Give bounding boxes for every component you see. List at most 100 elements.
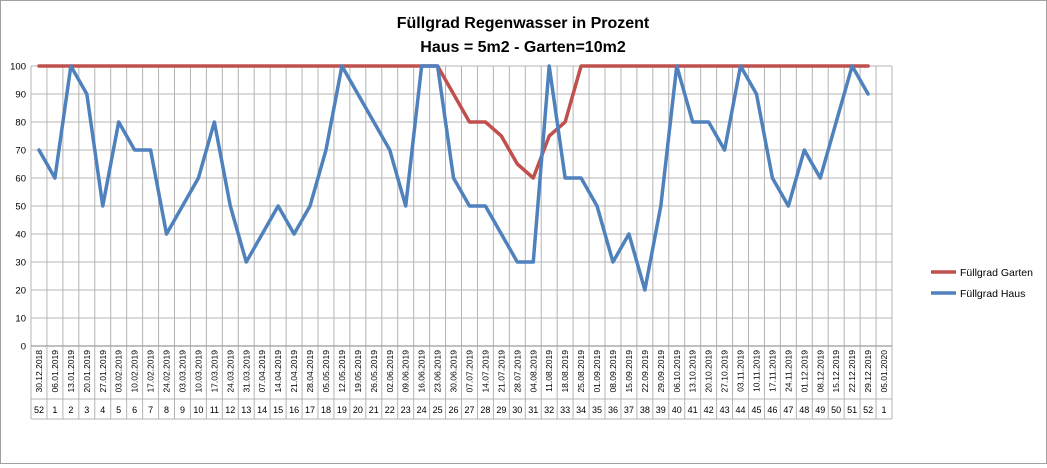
x-tick-label-week: 48 [799,405,809,415]
x-tick-label-date: 22.12.2019 [847,350,857,393]
chart-title: Füllgrad Regenwasser in Prozent [397,15,650,32]
x-tick-label-week: 27 [464,405,474,415]
x-tick-label-week: 45 [751,405,761,415]
x-tick-label-date: 25.08.2019 [576,350,586,393]
x-tick-label-date: 30.06.2019 [449,350,459,393]
x-tick-label-date: 20.10.2019 [704,350,714,393]
x-tick-label-date: 15.09.2019 [624,350,634,393]
y-tick-label: 30 [15,258,26,269]
x-tick-label-date: 03.03.2019 [177,350,187,393]
x-tick-label-date: 23.06.2019 [433,350,443,393]
x-tick-label-week: 20 [353,405,363,415]
x-tick-label-week: 42 [704,405,714,415]
x-tick-label-week: 36 [608,405,618,415]
chart-subtitle: Haus = 5m2 - Garten=10m2 [420,39,626,56]
x-tick-label-date: 12.05.2019 [337,350,347,393]
x-tick-label-week: 38 [640,405,650,415]
x-tick-label-date: 13.10.2019 [688,350,698,393]
x-tick-label-date: 29.12.2019 [863,350,873,393]
y-tick-label: 90 [15,90,26,101]
x-tick-label-week: 19 [337,405,347,415]
legend: Füllgrad Garten Füllgrad Haus [931,267,1033,300]
x-tick-label-week: 41 [688,405,698,415]
x-tick-label-week: 52 [34,405,44,415]
x-tick-label-date: 24.11.2019 [783,350,793,392]
x-tick-label-date: 07.07.2019 [464,350,474,393]
x-tick-label-date: 04.08.2019 [528,350,538,393]
x-tick-label-date: 09.06.2019 [401,350,411,393]
x-tick-label-week: 47 [783,405,793,415]
x-tick-label-week: 15 [273,405,283,415]
x-tick-label-week: 23 [401,405,411,415]
x-tick-label-week: 3 [84,405,89,415]
x-tick-label-week: 37 [624,405,634,415]
x-tick-label-week: 9 [180,405,185,415]
x-tick-label-week: 10 [193,405,203,415]
legend-label-garten: Füllgrad Garten [960,267,1033,279]
x-tick-label-week: 31 [528,405,538,415]
x-tick-label-date: 05.01.2020 [879,350,889,393]
x-tick-label-date: 08.09.2019 [608,350,618,393]
x-tick-label-week: 17 [305,405,315,415]
x-tick-label-week: 33 [560,405,570,415]
x-tick-label-week: 18 [321,405,331,415]
y-tick-label: 40 [15,230,26,241]
x-tick-label-week: 26 [449,405,459,415]
x-tick-label-date: 08.12.2019 [815,350,825,393]
x-tick-label-date: 27.10.2019 [720,350,730,393]
x-tick-label-week: 32 [544,405,554,415]
y-tick-label: 20 [15,286,26,297]
y-tick-label: 80 [15,118,26,129]
x-tick-label-week: 28 [480,405,490,415]
x-tick-label-week: 49 [815,405,825,415]
x-tick-label-date: 03.02.2019 [114,350,124,393]
x-tick-label-date: 20.01.2019 [82,350,92,393]
x-tick-label-date: 17.11.2019 [767,350,777,392]
x-tick-label-week: 44 [736,405,746,415]
series-line-fuellgrad-garten [37,64,870,180]
x-tick-label-date: 22.09.2019 [640,350,650,393]
x-tick-label-date: 31.03.2019 [241,350,251,393]
x-tick-label-week: 11 [210,405,219,415]
plot-area: 0 10 20 30 40 50 60 70 80 90 100 30.12.2018 06.01.20… [10,62,893,420]
y-tick-label: 10 [15,314,26,325]
x-tick-label-date: 10.11.2019 [751,350,761,392]
x-tick-label-week: 30 [512,405,522,415]
x-tick-label-week: 52 [863,405,873,415]
x-tick-label-week: 14 [257,405,267,415]
x-tick-label-week: 1 [52,405,57,415]
x-tick-label-date: 07.04.2019 [257,350,267,393]
x-tick-label-date: 02.06.2019 [385,350,395,393]
x-tick-label-date: 05.05.2019 [321,350,331,393]
x-tick-label-date: 03.11.2019 [736,350,746,392]
x-tick-label-date: 21.07.2019 [496,350,506,393]
x-tick-label-date: 19.05.2019 [353,350,363,393]
series-line-fuellgrad-haus [37,64,870,292]
x-tick-label-date: 10.03.2019 [193,350,203,393]
x-tick-label-date: 21.04.2019 [289,350,299,393]
x-tick-label-week: 5 [116,405,121,415]
x-tick-label-date: 18.08.2019 [560,350,570,393]
x-tick-label-week: 50 [831,405,841,415]
x-tick-label-week: 40 [672,405,682,415]
x-tick-label-week: 43 [720,405,730,415]
y-tick-label: 100 [10,62,26,73]
x-tick-label-date: 06.01.2019 [50,350,60,393]
y-tick-label: 60 [15,174,26,185]
x-tick-label-week: 51 [847,405,857,415]
y-tick-label: 0 [21,342,26,353]
x-tick-label-date: 01.12.2019 [799,350,809,393]
x-tick-label-date: 14.07.2019 [480,350,490,393]
x-tick-label-week: 12 [225,405,235,415]
x-tick-label-date: 17.03.2019 [209,350,219,393]
legend-label-haus: Füllgrad Haus [960,288,1025,300]
x-tick-label-week: 8 [164,405,169,415]
y-tick-label: 70 [15,146,26,157]
x-tick-label-date: 28.04.2019 [305,350,315,393]
x-tick-label-week: 46 [767,405,777,415]
x-tick-label-date: 10.02.2019 [130,350,140,393]
x-tick-label-date: 30.12.2018 [34,350,44,393]
x-tick-label-week: 34 [576,405,586,415]
x-tick-label-week: 13 [241,405,251,415]
